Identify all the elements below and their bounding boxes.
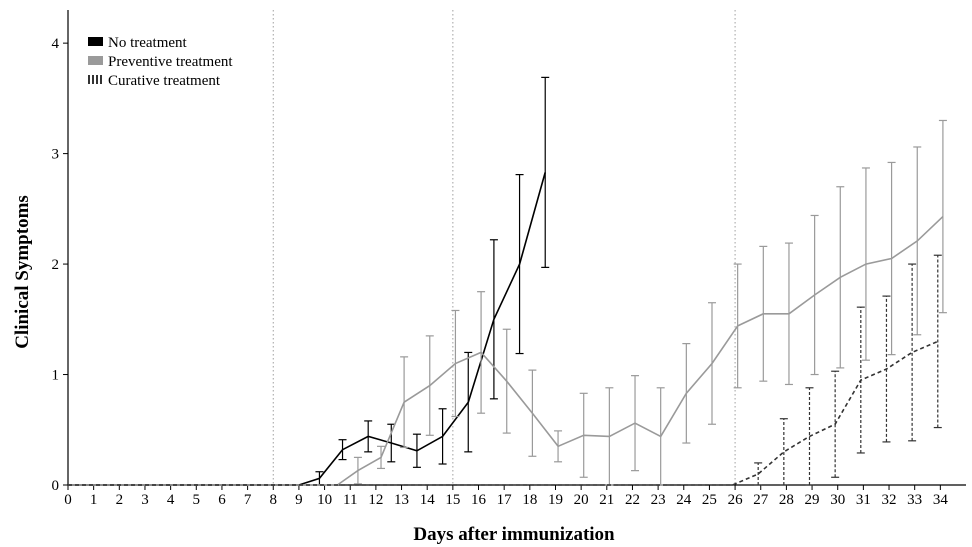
y-tick-label: 2: [52, 257, 60, 273]
vertical-markers: [272, 10, 736, 485]
x-tick-label: 7: [244, 492, 252, 508]
x-tick-label: 20: [574, 492, 589, 508]
x-tick-label: 16: [471, 492, 487, 508]
legend-swatch-stripe: [100, 75, 102, 84]
x-tick-label: 31: [856, 492, 871, 508]
x-tick-label: 11: [343, 492, 357, 508]
legend-swatch-stripe: [96, 75, 98, 84]
x-tick-label: 4: [167, 492, 175, 508]
y-tick-label: 1: [52, 368, 60, 384]
x-tick-label: 2: [116, 492, 124, 508]
x-tick-label: 27: [753, 492, 769, 508]
x-tick-label: 23: [651, 492, 666, 508]
x-tick-label: 8: [270, 492, 278, 508]
legend-label: Curative treatment: [108, 73, 221, 89]
y-tick-label: 4: [52, 36, 60, 52]
x-tick-label: 21: [599, 492, 614, 508]
x-tick-label: 13: [394, 492, 409, 508]
legend: No treatment Preventive treatment Curative…: [88, 35, 233, 89]
x-axis-title: Days after immunization: [413, 524, 615, 545]
x-tick-label: 14: [420, 492, 436, 508]
x-tick-label: 32: [882, 492, 897, 508]
legend-item: No treatment: [88, 35, 188, 51]
legend-swatch: [88, 37, 103, 46]
x-tick-label: 19: [548, 492, 563, 508]
x-tick-label: 15: [445, 492, 460, 508]
x-tick-label: 22: [625, 492, 640, 508]
series-line: [68, 172, 546, 486]
axes: 0 1 2 3 4 5 6 7 8 9 10 11 12 13 14 15 16 17 18 19 20 21 22 23 24…: [52, 10, 966, 508]
series-group: [68, 76, 947, 486]
x-tick-label: 34: [933, 492, 949, 508]
x-tick-label: 12: [368, 492, 383, 508]
series-3: [68, 254, 942, 486]
x-tick-label: 3: [141, 492, 149, 508]
x-tick-label: 24: [676, 492, 692, 508]
x-tick-label: 26: [728, 492, 744, 508]
x-tick-label: 28: [779, 492, 794, 508]
legend-item: Curative treatment: [88, 73, 221, 89]
legend-swatch-stripe: [92, 75, 94, 84]
y-tick-label: 0: [52, 478, 60, 494]
x-tick-label: 18: [522, 492, 537, 508]
series-1: [68, 76, 550, 486]
y-tick-label: 3: [52, 147, 60, 163]
series-line: [68, 216, 944, 486]
x-tick-label: 29: [805, 492, 820, 508]
x-tick-label: 0: [64, 492, 72, 508]
legend-label: Preventive treatment: [108, 54, 233, 70]
x-tick-label: 33: [907, 492, 922, 508]
legend-item: Preventive treatment: [88, 54, 233, 70]
x-tick-label: 9: [295, 492, 303, 508]
x-tick-label: 5: [193, 492, 201, 508]
x-tick-label: 25: [702, 492, 717, 508]
x-tick-label: 6: [218, 492, 226, 508]
x-tick-label: 10: [317, 492, 332, 508]
series-line: [68, 340, 939, 486]
y-axis-title: Clinical Symptoms: [12, 195, 33, 349]
legend-swatch: [88, 56, 103, 65]
legend-swatch-stripe: [88, 75, 90, 84]
x-tick-label: 30: [830, 492, 845, 508]
legend-label: No treatment: [108, 35, 188, 51]
x-tick-label: 1: [90, 492, 98, 508]
series-2: [68, 119, 947, 486]
x-tick-label: 17: [497, 492, 513, 508]
